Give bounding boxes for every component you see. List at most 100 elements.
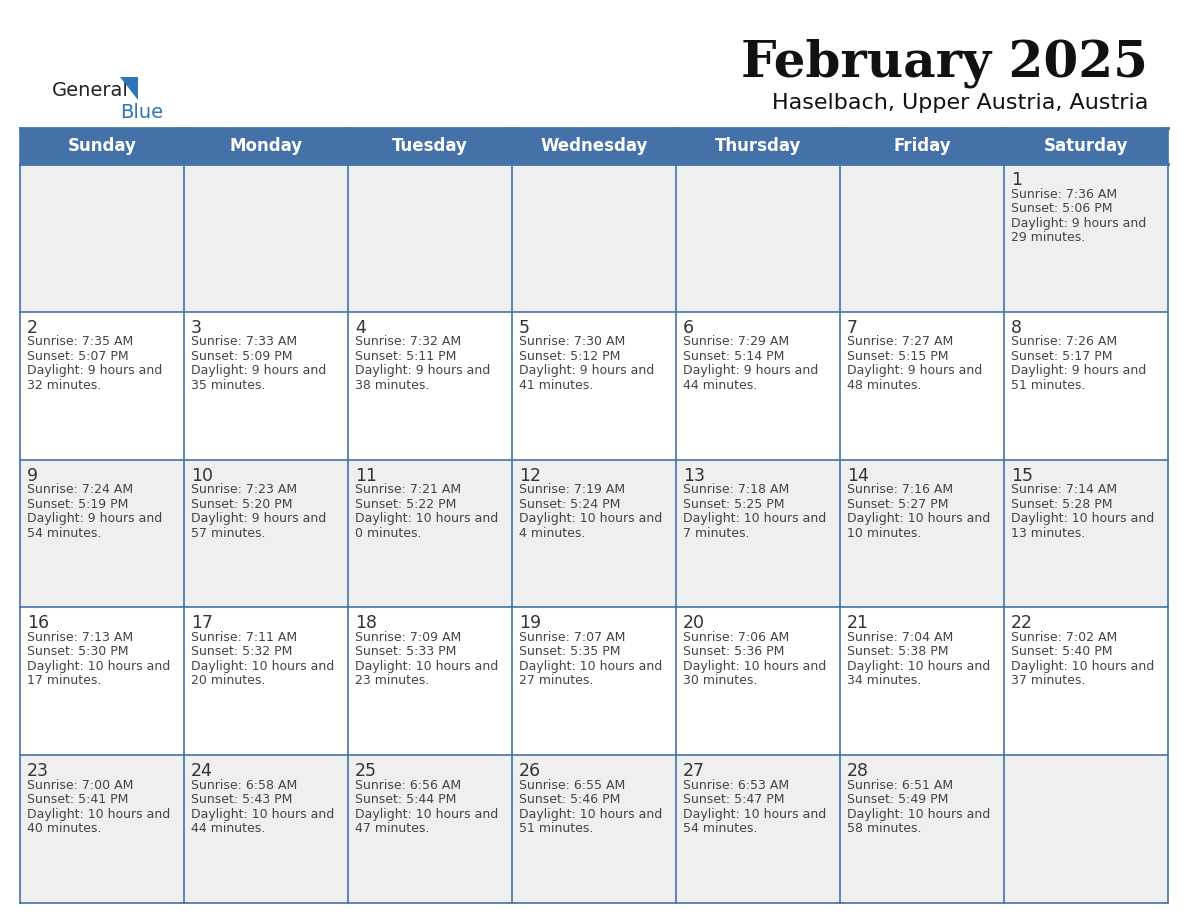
Text: Sunset: 5:09 PM: Sunset: 5:09 PM xyxy=(191,350,292,363)
Text: 47 minutes.: 47 minutes. xyxy=(355,823,429,835)
Text: Sunset: 5:19 PM: Sunset: 5:19 PM xyxy=(27,498,128,510)
Text: 11: 11 xyxy=(355,466,377,485)
Text: Daylight: 10 hours and: Daylight: 10 hours and xyxy=(847,512,991,525)
Text: 26: 26 xyxy=(519,762,541,780)
Text: 27 minutes.: 27 minutes. xyxy=(519,675,593,688)
Text: Haselbach, Upper Austria, Austria: Haselbach, Upper Austria, Austria xyxy=(772,93,1148,113)
Text: Sunset: 5:44 PM: Sunset: 5:44 PM xyxy=(355,793,456,806)
Text: 57 minutes.: 57 minutes. xyxy=(191,527,265,540)
Text: 23: 23 xyxy=(27,762,49,780)
Text: February 2025: February 2025 xyxy=(741,39,1148,88)
Text: 24: 24 xyxy=(191,762,213,780)
Text: 2: 2 xyxy=(27,319,38,337)
Text: 12: 12 xyxy=(519,466,541,485)
Text: 4 minutes.: 4 minutes. xyxy=(519,527,586,540)
Text: Sunset: 5:22 PM: Sunset: 5:22 PM xyxy=(355,498,456,510)
Bar xyxy=(20,608,1168,756)
Text: 30 minutes.: 30 minutes. xyxy=(683,675,758,688)
Text: Sunrise: 7:36 AM: Sunrise: 7:36 AM xyxy=(1011,187,1117,200)
Text: 44 minutes.: 44 minutes. xyxy=(683,379,757,392)
Text: Sunrise: 7:26 AM: Sunrise: 7:26 AM xyxy=(1011,335,1117,348)
Text: 7: 7 xyxy=(847,319,858,337)
Text: Sunrise: 7:02 AM: Sunrise: 7:02 AM xyxy=(1011,631,1117,644)
Text: Sunrise: 7:30 AM: Sunrise: 7:30 AM xyxy=(519,335,625,348)
Text: Sunrise: 7:06 AM: Sunrise: 7:06 AM xyxy=(683,631,789,644)
Text: 23 minutes.: 23 minutes. xyxy=(355,675,429,688)
Text: Sunrise: 7:32 AM: Sunrise: 7:32 AM xyxy=(355,335,461,348)
Text: Daylight: 10 hours and: Daylight: 10 hours and xyxy=(1011,512,1155,525)
Text: Daylight: 10 hours and: Daylight: 10 hours and xyxy=(1011,660,1155,673)
Text: Daylight: 9 hours and: Daylight: 9 hours and xyxy=(27,512,163,525)
Text: 10: 10 xyxy=(191,466,213,485)
Text: 51 minutes.: 51 minutes. xyxy=(1011,379,1086,392)
Text: 29 minutes.: 29 minutes. xyxy=(1011,231,1086,244)
Text: Daylight: 10 hours and: Daylight: 10 hours and xyxy=(847,808,991,821)
Text: Daylight: 9 hours and: Daylight: 9 hours and xyxy=(519,364,655,377)
Text: Sunset: 5:40 PM: Sunset: 5:40 PM xyxy=(1011,645,1112,658)
Text: Saturday: Saturday xyxy=(1044,137,1129,155)
Text: Sunrise: 7:33 AM: Sunrise: 7:33 AM xyxy=(191,335,297,348)
Text: Friday: Friday xyxy=(893,137,950,155)
Text: Sunset: 5:43 PM: Sunset: 5:43 PM xyxy=(191,793,292,806)
Text: 14: 14 xyxy=(847,466,868,485)
Text: Sunrise: 7:07 AM: Sunrise: 7:07 AM xyxy=(519,631,625,644)
Text: Daylight: 10 hours and: Daylight: 10 hours and xyxy=(847,660,991,673)
Text: Sunset: 5:28 PM: Sunset: 5:28 PM xyxy=(1011,498,1112,510)
Text: Sunrise: 6:55 AM: Sunrise: 6:55 AM xyxy=(519,778,625,791)
Text: Sunrise: 7:19 AM: Sunrise: 7:19 AM xyxy=(519,483,625,496)
Text: 25: 25 xyxy=(355,762,377,780)
Text: Sunrise: 6:53 AM: Sunrise: 6:53 AM xyxy=(683,778,789,791)
Text: 38 minutes.: 38 minutes. xyxy=(355,379,429,392)
Text: Sunset: 5:17 PM: Sunset: 5:17 PM xyxy=(1011,350,1112,363)
Text: Sunrise: 7:23 AM: Sunrise: 7:23 AM xyxy=(191,483,297,496)
Text: 34 minutes.: 34 minutes. xyxy=(847,675,921,688)
Text: Sunrise: 7:11 AM: Sunrise: 7:11 AM xyxy=(191,631,297,644)
Text: Sunrise: 7:09 AM: Sunrise: 7:09 AM xyxy=(355,631,461,644)
Text: Sunrise: 7:27 AM: Sunrise: 7:27 AM xyxy=(847,335,953,348)
Text: Sunrise: 7:21 AM: Sunrise: 7:21 AM xyxy=(355,483,461,496)
Text: Sunrise: 6:51 AM: Sunrise: 6:51 AM xyxy=(847,778,953,791)
Text: 5: 5 xyxy=(519,319,530,337)
Text: Sunset: 5:35 PM: Sunset: 5:35 PM xyxy=(519,645,620,658)
Text: Daylight: 10 hours and: Daylight: 10 hours and xyxy=(519,512,662,525)
Text: Sunset: 5:47 PM: Sunset: 5:47 PM xyxy=(683,793,784,806)
Text: 4: 4 xyxy=(355,319,366,337)
Text: Sunset: 5:15 PM: Sunset: 5:15 PM xyxy=(847,350,948,363)
Text: Sunset: 5:14 PM: Sunset: 5:14 PM xyxy=(683,350,784,363)
Text: 7 minutes.: 7 minutes. xyxy=(683,527,750,540)
Text: Daylight: 9 hours and: Daylight: 9 hours and xyxy=(847,364,982,377)
Text: Sunrise: 6:56 AM: Sunrise: 6:56 AM xyxy=(355,778,461,791)
Text: 16: 16 xyxy=(27,614,49,633)
Text: 13: 13 xyxy=(683,466,704,485)
Text: Sunset: 5:38 PM: Sunset: 5:38 PM xyxy=(847,645,948,658)
Text: Daylight: 10 hours and: Daylight: 10 hours and xyxy=(519,808,662,821)
Bar xyxy=(20,312,1168,460)
Text: Sunset: 5:30 PM: Sunset: 5:30 PM xyxy=(27,645,128,658)
Text: Sunset: 5:06 PM: Sunset: 5:06 PM xyxy=(1011,202,1112,215)
Polygon shape xyxy=(120,77,138,100)
Text: Sunset: 5:27 PM: Sunset: 5:27 PM xyxy=(847,498,948,510)
Text: 51 minutes.: 51 minutes. xyxy=(519,823,593,835)
Text: 48 minutes.: 48 minutes. xyxy=(847,379,922,392)
Text: Sunset: 5:46 PM: Sunset: 5:46 PM xyxy=(519,793,620,806)
Text: Daylight: 10 hours and: Daylight: 10 hours and xyxy=(355,660,498,673)
Text: Daylight: 9 hours and: Daylight: 9 hours and xyxy=(191,364,327,377)
Text: 44 minutes.: 44 minutes. xyxy=(191,823,265,835)
Text: Daylight: 10 hours and: Daylight: 10 hours and xyxy=(519,660,662,673)
Bar xyxy=(20,460,1168,608)
Text: Sunrise: 7:14 AM: Sunrise: 7:14 AM xyxy=(1011,483,1117,496)
Text: Daylight: 9 hours and: Daylight: 9 hours and xyxy=(191,512,327,525)
Text: Sunset: 5:07 PM: Sunset: 5:07 PM xyxy=(27,350,128,363)
Text: 40 minutes.: 40 minutes. xyxy=(27,823,101,835)
Text: Daylight: 10 hours and: Daylight: 10 hours and xyxy=(355,512,498,525)
Text: Wednesday: Wednesday xyxy=(541,137,647,155)
Text: Sunrise: 7:18 AM: Sunrise: 7:18 AM xyxy=(683,483,789,496)
Text: Daylight: 9 hours and: Daylight: 9 hours and xyxy=(1011,217,1146,230)
Text: 54 minutes.: 54 minutes. xyxy=(27,527,101,540)
Bar xyxy=(20,756,1168,903)
Text: 9: 9 xyxy=(27,466,38,485)
Text: Daylight: 10 hours and: Daylight: 10 hours and xyxy=(683,660,826,673)
Text: 58 minutes.: 58 minutes. xyxy=(847,823,922,835)
Text: Sunrise: 7:35 AM: Sunrise: 7:35 AM xyxy=(27,335,133,348)
Text: Daylight: 9 hours and: Daylight: 9 hours and xyxy=(27,364,163,377)
